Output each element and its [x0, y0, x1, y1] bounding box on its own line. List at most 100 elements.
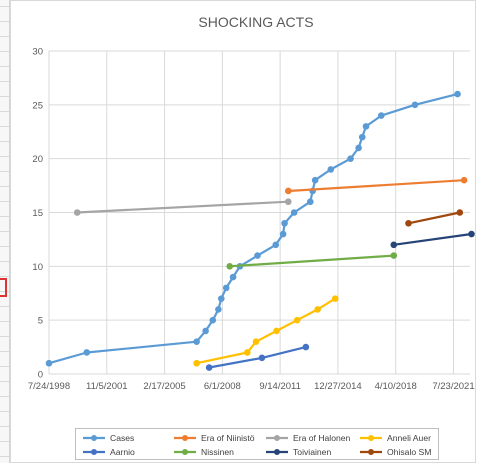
- gridlines: [48, 50, 470, 375]
- legend-label: Toiviainen: [293, 447, 331, 457]
- data-point-cases[interactable]: [279, 230, 287, 238]
- chart-title: SHOCKING ACTS: [198, 14, 313, 30]
- data-point-aarnio[interactable]: [302, 343, 310, 351]
- data-point-anneli-auer[interactable]: [331, 295, 339, 302]
- x-tick-label: 9/14/2011: [259, 381, 301, 392]
- legend-label: Ohisalo SM: [387, 447, 431, 457]
- data-point-cases[interactable]: [454, 90, 461, 98]
- data-point-aarnio[interactable]: [258, 354, 266, 362]
- x-tick-label: 2/17/2005: [143, 381, 185, 392]
- legend-marker: [182, 435, 188, 441]
- legend-entry-era-of-halonen[interactable]: Era of Halonen: [266, 433, 351, 443]
- data-point-cases[interactable]: [327, 166, 335, 173]
- data-point-cases[interactable]: [358, 133, 366, 141]
- data-point-era-of-niinist-[interactable]: [460, 176, 468, 184]
- y-tick-label: 30: [32, 47, 43, 58]
- data-point-cases[interactable]: [355, 144, 362, 152]
- series-toiviainen[interactable]: [390, 230, 475, 249]
- x-axis-ticks: 7/24/1998 11/5/2001 2/17/2005 6/1/2008 9/14/…: [28, 381, 475, 392]
- data-point-cases[interactable]: [362, 123, 370, 130]
- data-point-cases[interactable]: [254, 252, 261, 259]
- data-point-cases[interactable]: [215, 306, 222, 313]
- data-point-era-of-niinist-[interactable]: [284, 187, 292, 195]
- legend-entry-toiviainen[interactable]: Toiviainen: [266, 447, 331, 457]
- series-era-of-halonen[interactable]: [73, 198, 292, 216]
- x-tick-label: 7/24/1998: [28, 381, 70, 392]
- legend-entry-anneli-auer[interactable]: Anneli Auer: [360, 433, 431, 443]
- x-tick-label: 12/27/2014: [314, 381, 362, 392]
- data-point-toiviainen[interactable]: [468, 230, 475, 238]
- data-point-cases[interactable]: [378, 112, 385, 119]
- legend-marker: [368, 449, 374, 455]
- y-tick-label: 10: [32, 262, 43, 273]
- series-line-toiviainen[interactable]: [393, 232, 472, 246]
- y-tick-label: 20: [32, 154, 43, 165]
- legend-marker: [368, 435, 374, 441]
- legend-entry-aarnio[interactable]: Aarnio: [83, 447, 135, 457]
- data-point-anneli-auer[interactable]: [273, 327, 280, 335]
- legend-entry-era-of-niinist-[interactable]: Era of Niinistö: [174, 433, 255, 443]
- legend-marker: [274, 449, 280, 455]
- chart-area[interactable]: [10, 0, 476, 463]
- data-point-anneli-auer[interactable]: [243, 349, 251, 356]
- data-point-nissinen[interactable]: [390, 252, 398, 259]
- legend-entry-cases[interactable]: Cases: [83, 433, 134, 443]
- data-point-cases[interactable]: [83, 349, 91, 356]
- data-point-cases[interactable]: [217, 295, 225, 302]
- y-tick-label: 15: [32, 208, 43, 219]
- data-point-cases[interactable]: [193, 338, 200, 346]
- series-ohisalo-sm[interactable]: [405, 209, 464, 227]
- series-anneli-auer[interactable]: [193, 295, 339, 367]
- y-axis-ticks: 0 5 10 15 20 25 30: [32, 47, 43, 381]
- spreadsheet-row-header: [0, 0, 10, 463]
- legend-entry-ohisalo-sm[interactable]: Ohisalo SM: [360, 447, 431, 457]
- series-line-era-of-niinist-[interactable]: [288, 179, 465, 193]
- data-point-cases[interactable]: [202, 327, 209, 335]
- data-point-ohisalo-sm[interactable]: [405, 219, 412, 227]
- data-point-cases[interactable]: [281, 219, 288, 227]
- data-point-anneli-auer[interactable]: [293, 316, 301, 324]
- legend-marker: [91, 435, 97, 441]
- series-line-nissinen[interactable]: [229, 254, 394, 268]
- data-point-cases[interactable]: [272, 241, 280, 249]
- series-line-era-of-halonen[interactable]: [77, 200, 289, 214]
- data-point-toiviainen[interactable]: [390, 241, 398, 249]
- data-point-anneli-auer[interactable]: [252, 338, 260, 346]
- x-tick-label: 6/1/2008: [204, 381, 241, 392]
- x-tick-label: 4/10/2018: [375, 381, 417, 392]
- data-point-cases[interactable]: [222, 284, 230, 292]
- data-point-cases[interactable]: [311, 176, 319, 184]
- y-tick-label: 25: [32, 100, 43, 111]
- series-nissinen[interactable]: [226, 252, 398, 270]
- data-point-cases[interactable]: [306, 198, 314, 206]
- data-point-cases[interactable]: [347, 155, 354, 162]
- series-line-ohisalo-sm[interactable]: [408, 211, 461, 225]
- x-tick-label: 7/23/2021: [432, 381, 474, 392]
- data-point-anneli-auer[interactable]: [193, 359, 200, 367]
- data-point-cases[interactable]: [290, 209, 298, 216]
- legend-marker: [274, 435, 280, 441]
- series-aarnio[interactable]: [205, 343, 310, 371]
- series-cases[interactable]: [45, 90, 461, 367]
- shocking-acts-chart[interactable]: SHOCKING ACTS 0 5 10 15 20 25 30 7/24/1998 11/5…: [10, 0, 477, 463]
- data-point-cases[interactable]: [229, 273, 237, 281]
- data-point-anneli-auer[interactable]: [314, 306, 321, 313]
- data-point-cases[interactable]: [411, 101, 419, 109]
- legend-label: Era of Niinistö: [201, 433, 255, 443]
- legend-label: Nissinen: [201, 447, 234, 457]
- data-point-cases[interactable]: [209, 316, 217, 324]
- data-point-era-of-halonen[interactable]: [284, 198, 292, 206]
- legend-label: Era of Halonen: [293, 433, 351, 443]
- legend-label: Cases: [110, 433, 134, 443]
- data-point-aarnio[interactable]: [205, 364, 213, 371]
- legend[interactable]: Cases Era of Niinistö Era of Halonen Anneli…: [75, 428, 439, 460]
- legend-entry-nissinen[interactable]: Nissinen: [174, 447, 234, 457]
- data-point-era-of-halonen[interactable]: [73, 209, 81, 216]
- y-tick-label: 5: [38, 316, 43, 327]
- data-point-cases[interactable]: [45, 359, 53, 367]
- series-era-of-niinist-[interactable]: [284, 176, 468, 195]
- data-point-nissinen[interactable]: [226, 263, 234, 270]
- legend-label: Anneli Auer: [387, 433, 431, 443]
- data-point-ohisalo-sm[interactable]: [456, 209, 464, 216]
